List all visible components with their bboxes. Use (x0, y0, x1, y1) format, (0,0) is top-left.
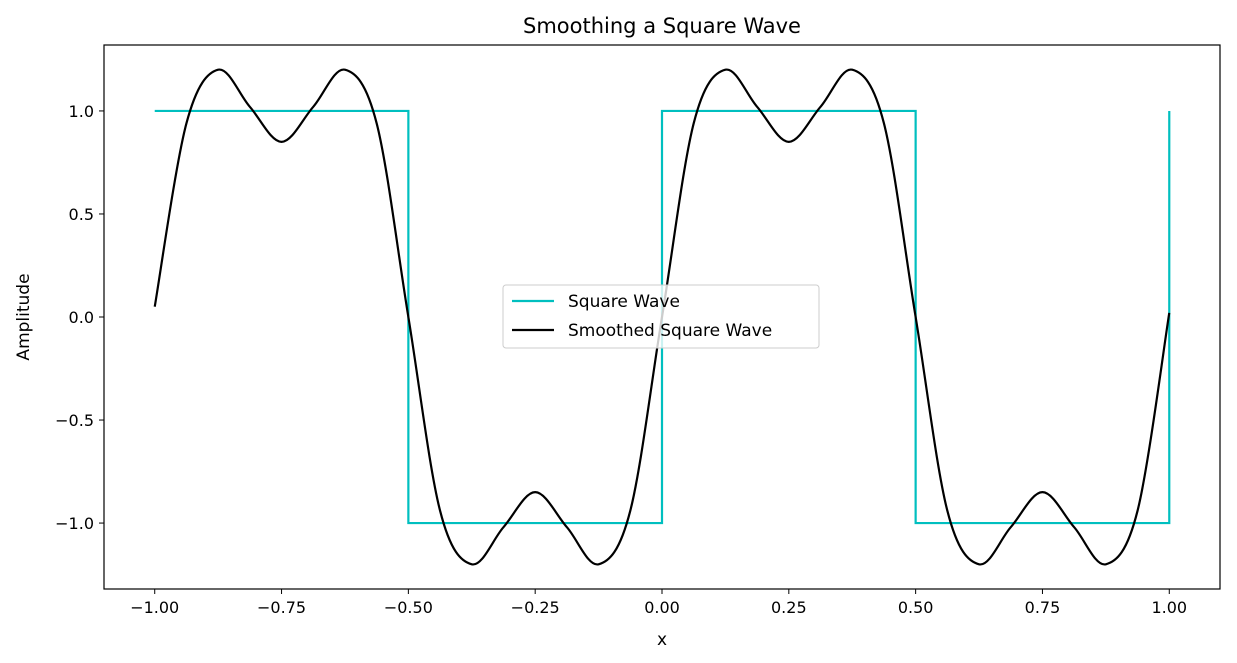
legend-box (502, 284, 820, 349)
y-tick-label: 0.0 (69, 308, 94, 327)
y-axis-label: Amplitude (14, 273, 34, 360)
x-tick-label: 0.25 (771, 598, 807, 617)
x-tick-label: −1.00 (130, 598, 179, 617)
y-tick-label: 0.5 (69, 205, 94, 224)
x-axis-ticks: −1.00 −0.75 −0.50 −0.25 0.00 0.25 0.50 0.75 1.00 (130, 589, 1187, 617)
x-tick-label: −0.50 (384, 598, 433, 617)
legend-label-square-wave: Square Wave (568, 292, 680, 312)
chart-title: Smoothing a Square Wave (523, 14, 801, 38)
x-tick-label: 0.75 (1025, 598, 1061, 617)
legend-label-smoothed-square-wave: Smoothed Square Wave (568, 321, 772, 341)
y-axis-ticks: −1.0 −0.5 0.0 0.5 1.0 (55, 102, 104, 533)
x-tick-label: 0.50 (898, 598, 934, 617)
y-tick-label: 1.0 (69, 102, 94, 121)
x-tick-label: −0.75 (257, 598, 306, 617)
x-axis-label: x (657, 630, 667, 650)
x-tick-label: −0.25 (511, 598, 560, 617)
x-tick-label: 1.00 (1151, 598, 1187, 617)
x-tick-label: 0.00 (644, 598, 680, 617)
y-tick-label: −0.5 (55, 411, 94, 430)
series-line-square-wave (154, 109, 1171, 525)
legend: Square Wave Smoothed Square Wave (502, 284, 820, 349)
y-tick-label: −1.0 (55, 514, 94, 533)
